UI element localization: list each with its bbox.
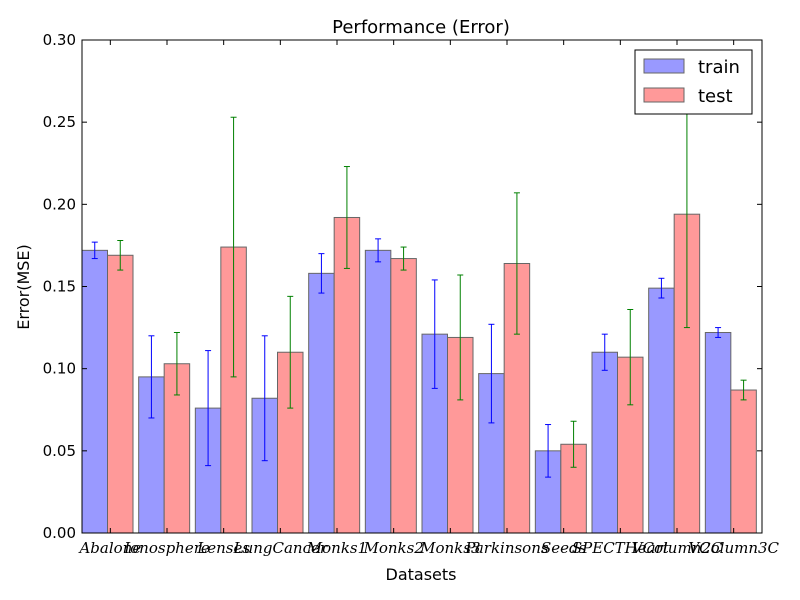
errorbar-train-Seeds (545, 424, 552, 478)
x-axis-label: Datasets (386, 565, 457, 584)
x-tick-label: Parkinsons (464, 539, 548, 557)
y-tick-label: 0.20 (43, 195, 76, 213)
errorbar-train-Ionosphere (148, 335, 155, 419)
errorbar-test-Monks1 (343, 166, 350, 269)
x-tick-label: Abalone (77, 539, 141, 557)
errorbar-group (91, 100, 747, 478)
x-tick-label: Monks2 (362, 539, 423, 557)
errorbar-train-Abalone (91, 241, 98, 260)
errorbar-train-Parkinsons (488, 323, 495, 424)
x-tick-label: Seeds (541, 539, 587, 557)
errorbar-train-SPECTHeart (601, 333, 608, 371)
y-tick-label: 0.15 (43, 278, 76, 296)
x-tick-label: VColumn2C (632, 539, 723, 557)
errorbar-test-Lenses (230, 116, 237, 378)
x-tick-label: VColumn3C (688, 539, 779, 557)
y-tick-label: 0.10 (43, 360, 76, 378)
errorbar-test-SPECTHeart (627, 309, 634, 406)
chart-title: Performance (Error) (332, 17, 510, 38)
x-tick-label: Monks1 (306, 539, 367, 557)
errorbar-train-Monks1 (318, 253, 325, 294)
bar-train-VColumn2C (648, 287, 675, 534)
errorbar-test-Ionosphere (173, 332, 180, 396)
bar-group (81, 213, 757, 534)
bar-test-VColumn3C (730, 389, 757, 534)
errorbar-test-LungCancer (287, 295, 294, 409)
legend: train test (634, 49, 753, 115)
bar-train-VColumn3C (704, 332, 732, 534)
errorbar-train-Monks2 (375, 238, 382, 263)
errorbar-test-Monks2 (400, 246, 407, 271)
errorbar-test-Seeds (570, 420, 577, 468)
bar-train-Abalone (81, 249, 108, 534)
errorbar-train-VColumn3C (715, 327, 722, 338)
x-tick-label: SPECTHeart (572, 539, 670, 557)
legend-swatch-train (643, 58, 685, 74)
plot-area-frame (81, 39, 763, 534)
y-axis-label: Error(MSE) (14, 244, 33, 330)
errorbar-train-Lenses (205, 350, 212, 467)
bar-test-Abalone (107, 254, 134, 534)
y-tick-label: 0.05 (43, 442, 76, 460)
bar-test-Monks1 (333, 216, 361, 534)
bar-train-Monks2 (364, 249, 392, 534)
errorbar-test-Abalone (117, 239, 124, 271)
y-tick-label: 0.00 (43, 524, 76, 542)
y-tick-label: 0.25 (43, 113, 76, 131)
bar-test-Monks2 (390, 258, 417, 534)
errorbar-test-Parkinsons (513, 192, 520, 335)
errorbar-train-Monks3 (431, 279, 438, 389)
bar-train-Monks1 (308, 272, 335, 534)
errorbar-train-LungCancer (261, 335, 268, 462)
errorbar-train-VColumn2C (658, 277, 665, 299)
legend-swatch-test (643, 87, 685, 103)
legend-label-test: test (698, 86, 733, 107)
x-tick-label: Lenses (196, 539, 250, 557)
x-tick-label: Ionosphere (123, 539, 210, 557)
x-tick-label: LungCancer (233, 539, 328, 557)
errorbar-test-VColumn3C (740, 379, 747, 401)
y-tick-label: 0.30 (43, 31, 76, 49)
legend-label-train: train (698, 57, 740, 78)
x-tick-label: Monks3 (419, 539, 480, 557)
errorbar-test-Monks3 (457, 274, 464, 401)
bar-train-SPECTHeart (591, 351, 618, 534)
